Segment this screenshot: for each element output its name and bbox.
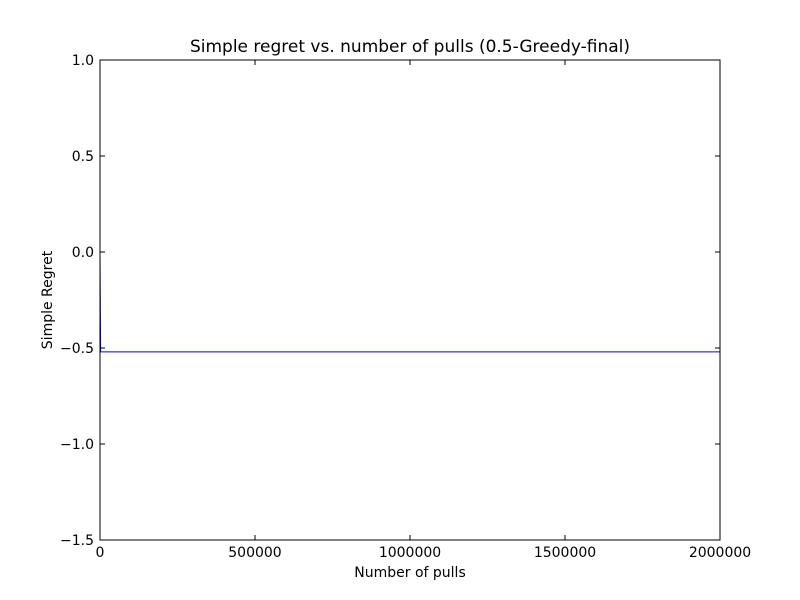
plot-layer xyxy=(99,251,720,353)
plot-frame xyxy=(99,59,721,541)
tick-layer: 0 500000 1000000 1500000 2000000 1.0 0.5 0.0 −0.… xyxy=(60,53,751,561)
x-tick-label: 0 xyxy=(96,545,105,561)
x-tick-label: 2000000 xyxy=(689,545,751,561)
series-line-0 xyxy=(99,251,720,353)
y-tick-label: −1.5 xyxy=(60,533,94,549)
y-tick-label: −1.0 xyxy=(60,437,94,453)
x-axis-label: Number of pulls xyxy=(354,565,465,581)
y-axis-label: Simple Regret xyxy=(40,250,56,349)
y-tick-label: 0.0 xyxy=(72,245,94,261)
chart-title: Simple regret vs. number of pulls (0.5-G… xyxy=(190,37,630,57)
y-tick-label: −0.5 xyxy=(60,341,94,357)
x-tick-label: 1500000 xyxy=(534,545,596,561)
x-tick-label: 1000000 xyxy=(379,545,441,561)
y-tick-label: 1.0 xyxy=(72,53,94,69)
y-tick-label: 0.5 xyxy=(72,149,94,165)
x-tick-label: 500000 xyxy=(228,545,281,561)
